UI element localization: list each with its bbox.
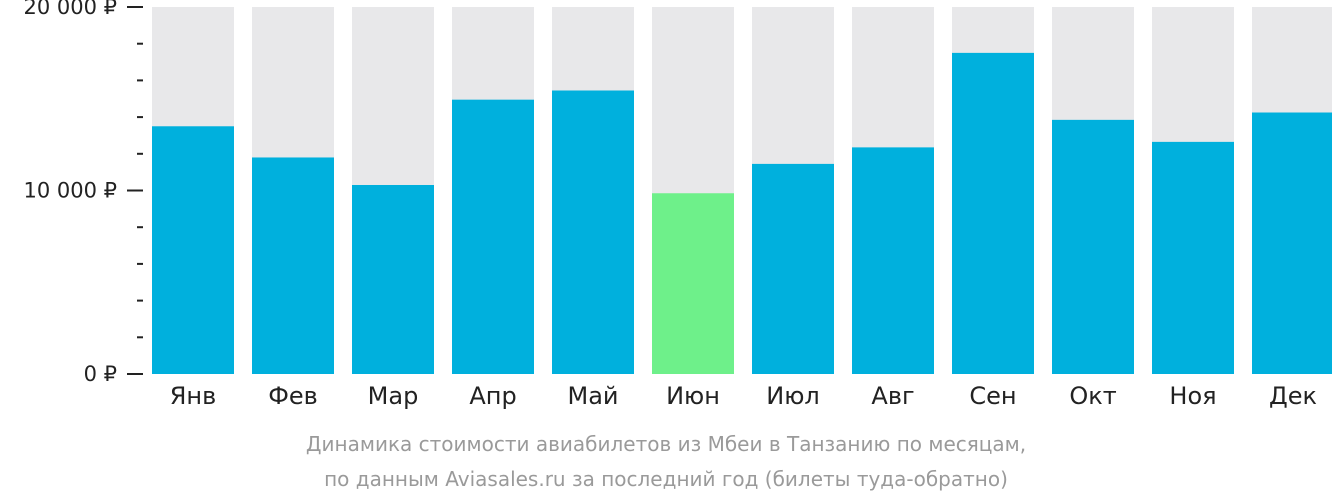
x-category-label: Июл (766, 382, 820, 410)
chart-caption-line-1: Динамика стоимости авиабилетов из Мбеи в… (305, 432, 1027, 456)
bar-1 (152, 126, 234, 375)
bar-6 (652, 193, 734, 374)
bar-8 (852, 147, 934, 374)
y-axis: 0 ₽ 10 000 ₽ 20 000 ₽ (23, 0, 143, 386)
y-tick-label: 10 000 ₽ (23, 179, 117, 203)
y-tick-label: 0 ₽ (84, 362, 117, 386)
x-category-label: Дек (1269, 382, 1317, 410)
x-category-label: Апр (469, 382, 516, 410)
bar-12 (1252, 112, 1332, 374)
x-category-label: Авг (871, 382, 914, 410)
x-category-label: Фев (268, 382, 318, 410)
chart-caption-line-2: по данным Aviasales.ru за последний год … (324, 467, 1008, 491)
x-category-label: Ноя (1169, 382, 1216, 410)
bar-10 (1052, 119, 1134, 374)
bar-5 (552, 90, 634, 375)
bar-3 (352, 184, 434, 374)
x-category-label: Янв (170, 382, 217, 410)
x-category-label: Окт (1069, 382, 1116, 410)
x-category-label: Май (567, 382, 618, 410)
x-category-label: Мар (368, 382, 419, 410)
bars (152, 52, 1332, 375)
x-category-label: Июн (666, 382, 720, 410)
bar-11 (1152, 141, 1234, 374)
bar-7 (752, 163, 834, 374)
y-tick-label: 20 000 ₽ (23, 0, 117, 19)
x-category-label: Сен (969, 382, 1016, 410)
x-axis-labels: Янв Фев Мар Апр Май Июн Июл Авг Сен Окт Ноя Дек (170, 382, 1317, 410)
bar-9 (952, 52, 1034, 374)
bar-2 (252, 157, 334, 374)
bar-4 (452, 99, 534, 374)
